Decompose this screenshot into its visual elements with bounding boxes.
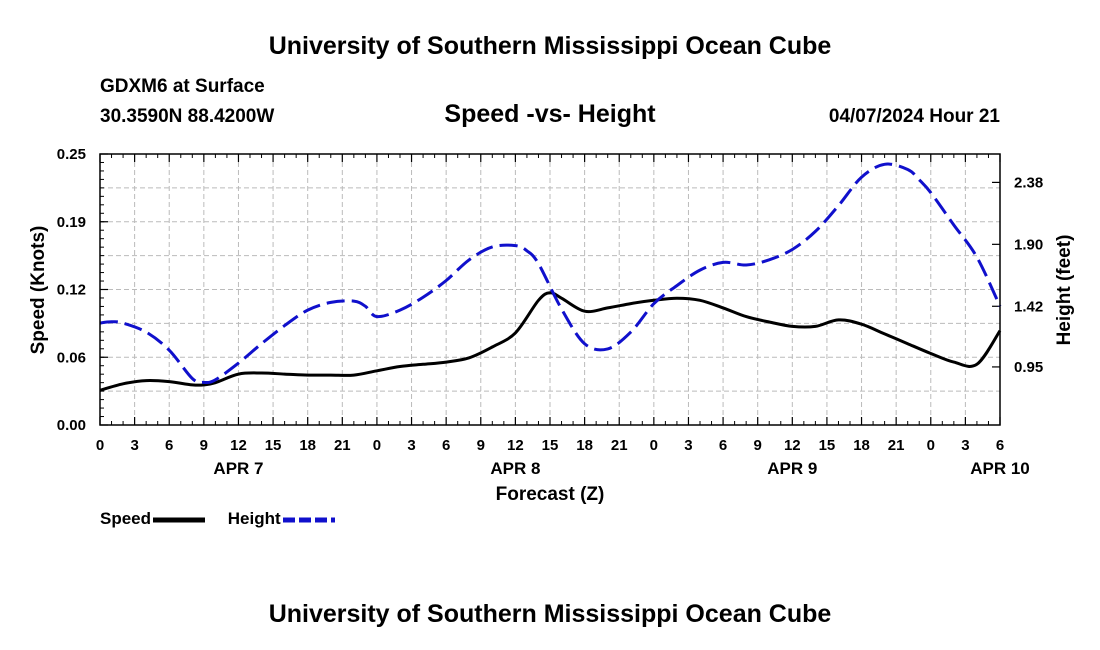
coordinates-label: 30.3590N 88.4200W (100, 106, 275, 127)
x-tick-label: 3 (130, 437, 138, 454)
y-tick-label: 0.06 (57, 349, 86, 366)
y-tick-label: 0.12 (57, 282, 86, 299)
x-tick-label: 0 (96, 437, 104, 454)
y-tick-label: 0.25 (57, 146, 86, 163)
speed-swatch (153, 517, 206, 523)
footer-title: University of Southern Mississippi Ocean… (268, 600, 832, 628)
y2-tick-label: 1.90 (1014, 236, 1043, 253)
y-tick-label: 0.00 (57, 417, 86, 434)
x-tick-label: 9 (200, 437, 208, 454)
x-tick-label: 21 (334, 437, 351, 454)
legend-speed-label: Speed (100, 509, 152, 528)
height-swatch (282, 517, 335, 523)
x-tick-label: 12 (507, 437, 524, 454)
y2-tick-label: 0.95 (1014, 359, 1043, 376)
legend-item-speed: Speed (100, 509, 207, 529)
x-tick-label: 6 (719, 437, 727, 454)
date-label: APR 7 (213, 459, 263, 478)
legend-item-height: Height (228, 509, 337, 529)
series-group (99, 162, 1002, 392)
x-tick-label: 12 (784, 437, 801, 454)
x-tick-label: 6 (996, 437, 1004, 454)
x-tick-label: 9 (477, 437, 485, 454)
chart-title: University of Southern Mississippi Ocean… (268, 32, 832, 60)
y2-tick-label: 1.42 (1014, 298, 1043, 315)
legend: Speed Height (100, 509, 353, 529)
y-axis-title: Speed (Knots) (28, 226, 49, 355)
x-tick-label: 0 (650, 437, 658, 454)
x-tick-label: 15 (542, 437, 559, 454)
x-tick-label: 15 (265, 437, 282, 454)
axis-labels: 0 3 6 9 12 15 18 21 0 3 6 9 12 15 18 21 0 3 6 9 12 15 18 21 0 3 6 A… (28, 146, 1075, 505)
x-tick-label: 18 (576, 437, 593, 454)
grid (100, 154, 1000, 425)
x-tick-label: 3 (407, 437, 415, 454)
x-tick-label: 21 (611, 437, 628, 454)
date-label: APR 8 (490, 459, 540, 478)
x-tick-label: 21 (888, 437, 905, 454)
x-tick-label: 3 (961, 437, 969, 454)
plot-frame (99, 153, 1001, 426)
x-tick-label: 12 (230, 437, 247, 454)
x-tick-label: 18 (853, 437, 870, 454)
y2-axis-title: Height (feet) (1054, 235, 1075, 346)
x-tick-label: 15 (819, 437, 836, 454)
x-tick-label: 0 (373, 437, 381, 454)
station-label: GDXM6 at Surface (100, 76, 265, 97)
x-tick-label: 0 (927, 437, 935, 454)
y-tick-label: 0.19 (57, 214, 86, 231)
legend-height-label: Height (227, 509, 281, 528)
height-series-line (99, 162, 1002, 385)
date-label: APR 10 (970, 459, 1030, 478)
x-tick-label: 3 (684, 437, 692, 454)
date-label: APR 9 (767, 459, 817, 478)
x-tick-label: 9 (754, 437, 762, 454)
x-tick-label: 18 (299, 437, 316, 454)
speed-series-line (99, 291, 1002, 392)
x-tick-label: 6 (442, 437, 450, 454)
chart-subtitle: Speed -vs- Height (444, 100, 656, 128)
forecast-datetime: 04/07/2024 Hour 21 (828, 106, 1000, 127)
x-tick-label: 6 (165, 437, 173, 454)
y2-tick-label: 2.38 (1014, 174, 1043, 191)
x-axis-title: Forecast (Z) (496, 484, 605, 505)
